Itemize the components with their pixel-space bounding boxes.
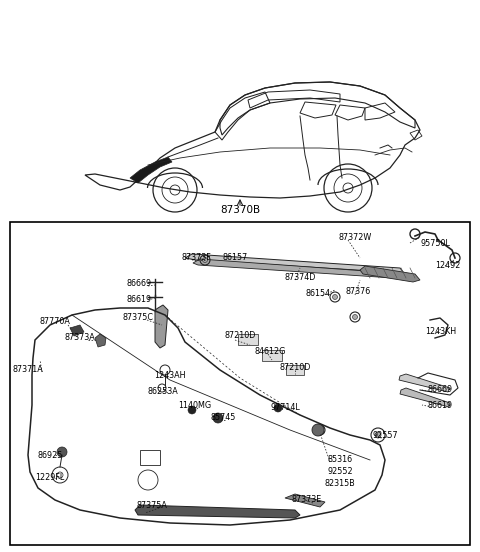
Text: 87373A: 87373A	[65, 332, 96, 342]
Polygon shape	[400, 388, 450, 407]
Text: 92552: 92552	[327, 468, 353, 476]
Text: 87370B: 87370B	[220, 205, 260, 215]
Circle shape	[333, 295, 337, 300]
Text: 85745: 85745	[210, 413, 236, 422]
Text: 87210D: 87210D	[279, 364, 311, 373]
Bar	[262, 350, 282, 361]
Text: 87210D: 87210D	[224, 332, 256, 341]
Text: 84612G: 84612G	[254, 347, 286, 355]
Polygon shape	[360, 266, 420, 282]
Text: 1243KH: 1243KH	[425, 327, 456, 337]
Polygon shape	[135, 505, 300, 518]
Polygon shape	[155, 305, 168, 348]
Text: 86253A: 86253A	[148, 386, 179, 395]
Text: 87376: 87376	[346, 286, 371, 295]
Text: 12492: 12492	[435, 262, 461, 270]
Text: 87375A: 87375A	[137, 501, 168, 509]
Bar	[10, 222, 470, 545]
Text: 1243AH: 1243AH	[154, 371, 186, 380]
Text: 82315B: 82315B	[324, 480, 355, 489]
Polygon shape	[130, 157, 172, 183]
Polygon shape	[70, 325, 84, 336]
Circle shape	[352, 315, 358, 320]
Text: 86154: 86154	[305, 289, 331, 298]
Text: 86669: 86669	[126, 279, 152, 289]
Text: 87373E: 87373E	[292, 496, 322, 505]
Bar	[238, 334, 258, 345]
Circle shape	[57, 447, 67, 457]
Polygon shape	[185, 254, 404, 273]
Text: 97714L: 97714L	[270, 402, 300, 411]
Circle shape	[188, 406, 196, 414]
Text: 86619: 86619	[427, 401, 453, 410]
Text: 1229FL: 1229FL	[36, 474, 65, 482]
Text: 85316: 85316	[327, 455, 353, 464]
Text: 87371A: 87371A	[12, 365, 43, 374]
Circle shape	[317, 427, 323, 433]
Bar	[286, 365, 304, 375]
Circle shape	[203, 257, 207, 263]
Circle shape	[274, 404, 282, 412]
Polygon shape	[399, 374, 450, 392]
Polygon shape	[285, 494, 325, 507]
Text: 92557: 92557	[372, 431, 398, 439]
Text: 87374D: 87374D	[284, 273, 316, 283]
Text: 87375C: 87375C	[122, 314, 154, 322]
Polygon shape	[193, 259, 408, 279]
Circle shape	[375, 432, 381, 438]
Text: 95750L: 95750L	[420, 238, 450, 247]
Text: 87373F: 87373F	[181, 252, 211, 262]
Text: 87770A: 87770A	[39, 317, 71, 326]
Text: 1140MG: 1140MG	[179, 401, 212, 411]
Circle shape	[312, 424, 324, 436]
Text: 86619: 86619	[126, 295, 152, 304]
Text: 86157: 86157	[222, 253, 248, 263]
Text: 87372W: 87372W	[338, 233, 372, 242]
Circle shape	[213, 413, 223, 423]
Text: 86925: 86925	[37, 450, 63, 459]
Polygon shape	[95, 334, 106, 347]
Text: 86669: 86669	[427, 385, 453, 395]
